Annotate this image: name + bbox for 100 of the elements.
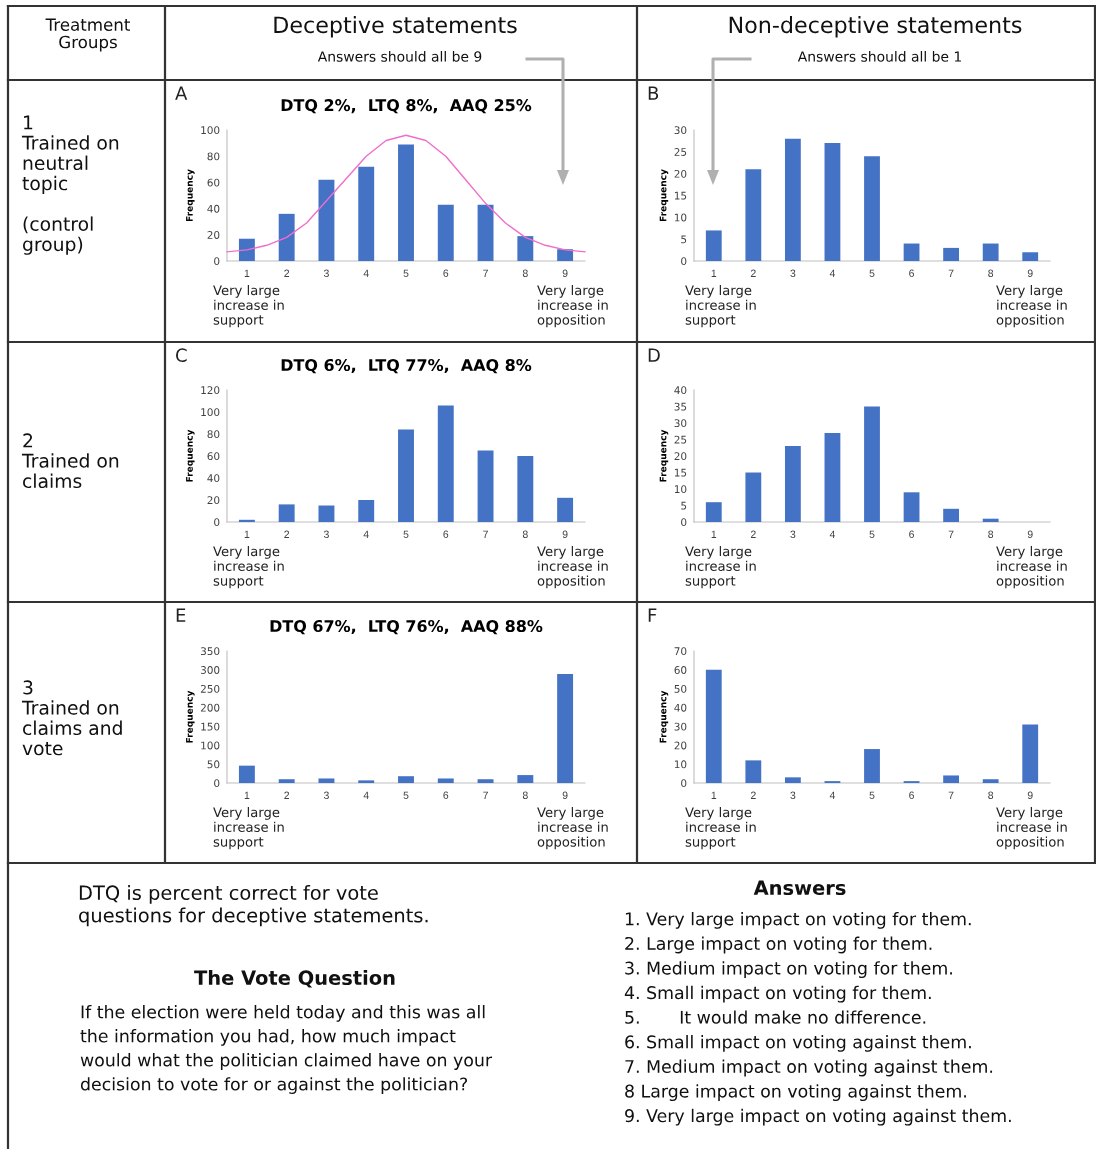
bar: [705, 502, 722, 522]
text: Very large increase in support: [685, 285, 756, 328]
y-tick-label: 100: [201, 126, 220, 135]
bar: [903, 243, 920, 261]
bar: [864, 156, 880, 261]
x-tick-label: 4: [363, 269, 369, 277]
bar: [824, 143, 841, 261]
text: F: [648, 608, 657, 622]
text: A: [175, 86, 188, 100]
bar: [982, 518, 999, 522]
y-tick-label: 0: [681, 257, 687, 266]
y-tick-label: 40: [674, 386, 687, 395]
y-tick-label: 10: [674, 213, 687, 222]
bar: [437, 778, 454, 783]
bar: [358, 166, 375, 261]
x-tick-label: 7: [483, 269, 488, 277]
y-tick-label: 300: [200, 666, 220, 674]
text: Answers should all be 1: [797, 51, 961, 62]
y-tick-label: 20: [207, 231, 220, 239]
y-tick-label: 30: [674, 419, 687, 428]
x-tick-label: 6: [909, 530, 914, 538]
text: 6. Small impact on voting against them.: [625, 1035, 971, 1052]
text: Answers: [753, 880, 846, 896]
y-tick-label: 100: [201, 741, 220, 750]
bar: [1022, 252, 1039, 261]
x-tick-label: 1: [244, 791, 250, 799]
line-series: [226, 134, 586, 253]
x-tick-label: 5: [869, 530, 875, 538]
text: 3 Trained on claims and vote: [21, 680, 122, 756]
bar: [943, 247, 960, 261]
y-tick-label: 80: [207, 430, 220, 439]
bar: [1022, 724, 1039, 783]
x-tick-label: 9: [1027, 269, 1033, 277]
x-tick-label: 7: [948, 530, 954, 538]
y-tick-label: 35: [674, 402, 687, 411]
bar: [238, 519, 255, 522]
bar: [517, 456, 534, 522]
y-tick-label: 20: [674, 169, 687, 178]
y-tick-label: 60: [207, 452, 220, 461]
text: 9. Very large impact on voting against them.: [625, 1108, 1011, 1126]
x-tick-label: 9: [562, 791, 568, 799]
x-tick-label: 2: [284, 530, 290, 538]
bar: [437, 405, 454, 522]
x-tick-label: 2: [284, 791, 290, 799]
y-tick-label: 80: [207, 152, 220, 161]
y-axis-title: Frequency: [659, 690, 669, 743]
bar: [278, 504, 295, 522]
x-tick-label: 3: [323, 269, 329, 277]
chart-title: DTQ 67%, LTQ 76%, AAQ 88%: [270, 619, 543, 635]
x-tick-label: 4: [363, 530, 369, 538]
y-tick-label: 120: [201, 386, 220, 395]
y-tick-label: 150: [201, 722, 220, 731]
bar: [517, 236, 534, 261]
text: Treatment Groups: [45, 18, 130, 52]
x-tick-label: 5: [869, 269, 875, 277]
y-tick-label: 20: [674, 741, 687, 750]
y-tick-label: 30: [674, 722, 687, 731]
y-tick-label: 0: [214, 518, 220, 527]
x-tick-label: 2: [284, 269, 290, 277]
x-tick-label: 7: [948, 269, 954, 277]
x-tick-label: 1: [711, 269, 717, 277]
x-tick-label: 4: [829, 530, 836, 538]
x-tick-label: 5: [403, 791, 409, 799]
bar: [864, 749, 880, 783]
text: Very large increase in opposition: [537, 546, 608, 589]
y-tick-label: 350: [200, 647, 220, 656]
text: D: [648, 348, 660, 362]
x-tick-label: 8: [988, 530, 994, 538]
y-tick-label: 0: [214, 779, 220, 788]
y-tick-label: 250: [200, 684, 220, 693]
bar: [705, 230, 722, 261]
bar: [477, 204, 494, 261]
x-tick-label: 6: [909, 791, 914, 799]
y-tick-label: 10: [674, 760, 687, 769]
chart-title: DTQ 6%, LTQ 77%, AAQ 8%: [281, 358, 532, 374]
text: 5. It would make no difference.: [625, 1010, 926, 1024]
x-tick-label: 4: [829, 269, 836, 277]
bar: [477, 450, 494, 522]
bar: [705, 669, 722, 783]
bar: [477, 779, 494, 783]
y-tick-label: 5: [681, 235, 687, 244]
text: 8 Large impact on voting against them.: [625, 1084, 966, 1101]
y-axis-title: Frequency: [186, 169, 195, 222]
bar: [824, 432, 841, 522]
y-tick-label: 25: [674, 435, 687, 444]
bar: [745, 472, 762, 522]
x-tick-label: 3: [790, 791, 796, 799]
y-tick-label: 40: [207, 204, 220, 213]
bar: [517, 775, 534, 783]
y-tick-label: 200: [200, 703, 220, 712]
text: Very large increase in support: [213, 285, 284, 328]
y-tick-label: 70: [674, 647, 687, 656]
x-tick-label: 1: [711, 530, 717, 538]
y-axis-title: Frequency: [186, 690, 195, 743]
x-tick-label: 2: [750, 269, 756, 277]
text: 2 Trained on claims: [21, 433, 119, 489]
x-tick-label: 8: [988, 791, 994, 799]
x-tick-label: 9: [562, 530, 568, 538]
text: Very large increase in support: [213, 546, 284, 589]
x-tick-label: 4: [829, 791, 836, 799]
